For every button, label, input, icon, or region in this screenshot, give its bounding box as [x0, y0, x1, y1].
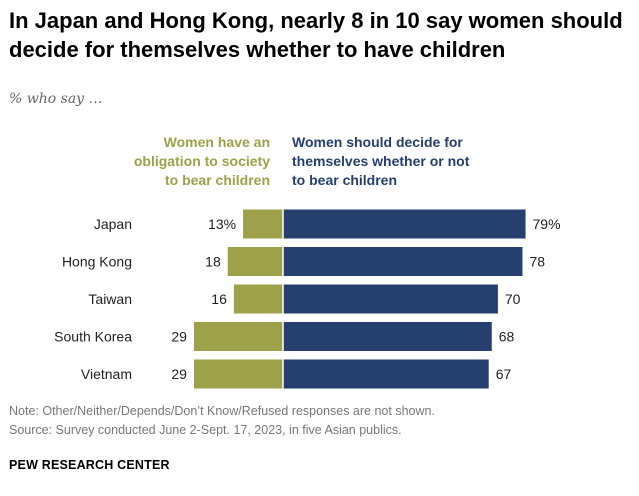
legend-decide-line-2: themselves whether or not — [292, 153, 470, 169]
legend-decide-line-3: to bear children — [292, 172, 398, 188]
value-label-obligation: 16 — [211, 291, 227, 307]
value-label-decide: 70 — [505, 291, 521, 307]
chart-title: In Japan and Hong Kong, nearly 8 in 10 s… — [9, 8, 623, 62]
value-label-decide: 68 — [499, 329, 515, 345]
bar-obligation — [193, 322, 283, 351]
footer-brand: PEW RESEARCH CENTER — [9, 458, 170, 472]
value-label-obligation: 29 — [171, 329, 187, 345]
value-label-obligation: 18 — [205, 254, 221, 270]
footer-note: Note: Other/Neither/Depends/Don’t Know/R… — [9, 404, 435, 418]
category-label: South Korea — [54, 329, 132, 345]
value-label-decide: 79% — [533, 216, 561, 232]
bar-decide — [283, 322, 492, 351]
category-label: Japan — [94, 216, 132, 232]
value-label-decide: 67 — [496, 366, 512, 382]
legend-obligation: Women have an obligation to society to b… — [134, 133, 270, 190]
bar-decide — [283, 284, 498, 314]
legend-obligation-line-1: Women have an — [163, 134, 270, 150]
value-label-decide: 78 — [529, 254, 545, 270]
legend-decide-line-1: Women should decide for — [292, 134, 463, 150]
bar-obligation — [233, 284, 283, 314]
bar-decide — [283, 247, 523, 276]
bar-decide — [283, 359, 489, 389]
bar-obligation — [193, 359, 283, 389]
footer-source: Source: Survey conducted June 2-Sept. 17… — [9, 423, 402, 437]
category-label: Hong Kong — [62, 254, 132, 270]
category-label: Vietnam — [81, 366, 132, 382]
value-label-obligation: 13% — [208, 216, 236, 232]
category-label: Taiwan — [88, 291, 132, 307]
chart-subtitle: % who say … — [9, 91, 103, 107]
bar-obligation — [227, 247, 283, 276]
bar-obligation — [243, 209, 283, 239]
legend-obligation-line-2: obligation to society — [133, 153, 270, 169]
bar-decide — [283, 209, 526, 239]
legend-decide: Women should decide for themselves wheth… — [292, 133, 469, 190]
value-label-obligation: 29 — [171, 366, 187, 382]
legend-obligation-line-3: to bear children — [164, 172, 270, 188]
